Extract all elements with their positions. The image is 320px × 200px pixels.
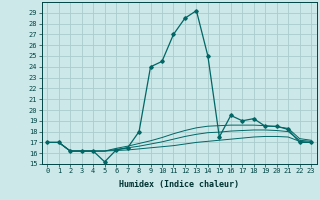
X-axis label: Humidex (Indice chaleur): Humidex (Indice chaleur) bbox=[119, 180, 239, 189]
